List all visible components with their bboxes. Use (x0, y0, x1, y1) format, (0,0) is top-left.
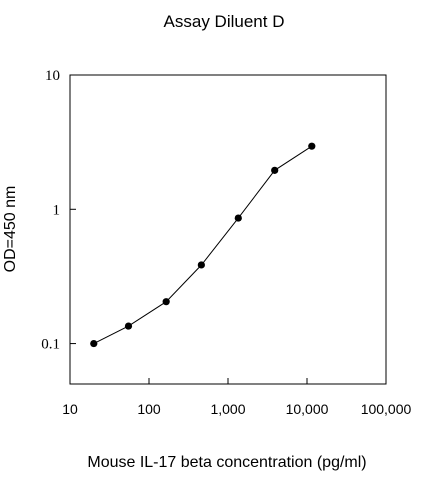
chart-title: Assay Diluent D (164, 12, 285, 31)
x-tick-label: 10,000 (286, 401, 329, 417)
x-tick-label: 100,000 (361, 401, 412, 417)
data-point (234, 214, 242, 222)
data-point (308, 142, 316, 150)
y-tick-label: 1 (53, 202, 61, 218)
y-axis: 0.1 1 10 (41, 68, 76, 353)
x-tick-label: 10 (62, 401, 78, 417)
data-point (197, 261, 205, 269)
x-tick-label: 1,000 (210, 401, 245, 417)
y-tick-label: 0.1 (41, 337, 60, 353)
x-axis-label: Mouse IL-17 beta concentration (pg/ml) (87, 454, 366, 471)
x-tick-label: 100 (137, 401, 161, 417)
data-point (124, 322, 133, 330)
series-line (93, 145, 313, 345)
data-point (162, 298, 170, 306)
x-axis: 10 100 1,000 10,000 100,000 (62, 378, 412, 417)
plot-area-frame (69, 74, 387, 385)
y-tick-label: 10 (45, 68, 60, 84)
data-point (271, 166, 279, 174)
series-points (90, 142, 316, 348)
y-axis-label: OD=450 nm (2, 186, 19, 273)
data-point (90, 339, 98, 348)
